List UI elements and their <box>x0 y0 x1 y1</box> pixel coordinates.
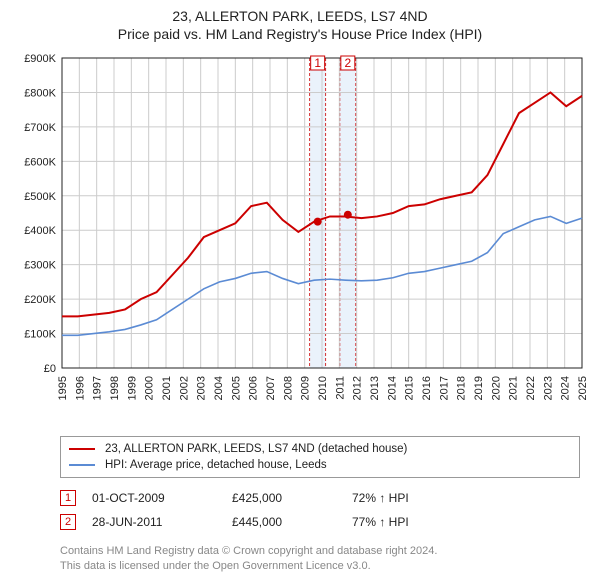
chart-svg: £0 £100K £200K £300K £400K £500K £600K £700K £80… <box>12 50 588 430</box>
svg-text:2010: 2010 <box>317 376 329 400</box>
price-chart: £0 £100K £200K £300K £400K £500K £600K £700K £80… <box>12 50 588 430</box>
svg-text:£100K: £100K <box>24 329 56 341</box>
svg-text:2017: 2017 <box>438 376 450 400</box>
svg-text:2025: 2025 <box>577 376 588 400</box>
svg-text:£300K: £300K <box>24 260 56 272</box>
svg-text:£900K: £900K <box>24 53 56 65</box>
sale-date: 01-OCT-2009 <box>92 491 232 505</box>
svg-text:£200K: £200K <box>24 294 56 306</box>
svg-text:1998: 1998 <box>109 376 121 400</box>
legend-item: HPI: Average price, detached house, Leed… <box>69 457 571 473</box>
svg-text:2001: 2001 <box>161 376 173 400</box>
sale-marker: 2 <box>60 514 76 530</box>
svg-text:1: 1 <box>314 56 321 70</box>
svg-text:2008: 2008 <box>282 376 294 400</box>
sale-row: 1 01-OCT-2009£425,00072% ↑ HPI <box>60 486 580 510</box>
svg-text:£800K: £800K <box>24 87 56 99</box>
sale-price: £425,000 <box>232 491 352 505</box>
svg-text:1996: 1996 <box>74 376 86 400</box>
svg-text:2003: 2003 <box>196 376 208 400</box>
legend-label: HPI: Average price, detached house, Leed… <box>105 459 327 471</box>
svg-text:£0: £0 <box>44 363 56 375</box>
legend-swatch <box>69 464 95 466</box>
chart-title-sub: Price paid vs. HM Land Registry's House … <box>12 26 588 42</box>
svg-text:£700K: £700K <box>24 122 56 134</box>
svg-text:1995: 1995 <box>57 376 69 400</box>
sale-hpi: 77% ↑ HPI <box>352 515 409 529</box>
sale-hpi: 72% ↑ HPI <box>352 491 409 505</box>
svg-text:2021: 2021 <box>508 376 520 400</box>
svg-text:£600K: £600K <box>24 156 56 168</box>
svg-text:2015: 2015 <box>404 376 416 400</box>
svg-text:1997: 1997 <box>92 376 104 400</box>
svg-text:2: 2 <box>344 56 351 70</box>
legend-swatch <box>69 448 95 450</box>
svg-text:2005: 2005 <box>230 376 242 400</box>
svg-text:£400K: £400K <box>24 225 56 237</box>
svg-text:2022: 2022 <box>525 376 537 400</box>
sale-marker: 1 <box>60 490 76 506</box>
svg-text:2000: 2000 <box>144 376 156 400</box>
svg-text:£500K: £500K <box>24 191 56 203</box>
footer-line1: Contains HM Land Registry data © Crown c… <box>60 544 580 559</box>
svg-text:2006: 2006 <box>248 376 260 400</box>
svg-text:2011: 2011 <box>334 376 346 400</box>
svg-text:2016: 2016 <box>421 376 433 400</box>
sale-date: 28-JUN-2011 <box>92 515 232 529</box>
svg-text:2024: 2024 <box>560 376 572 400</box>
legend: 23, ALLERTON PARK, LEEDS, LS7 4ND (detac… <box>60 436 580 478</box>
sales-list: 1 01-OCT-2009£425,00072% ↑ HPI 2 28-JUN-201… <box>60 486 580 534</box>
svg-text:2012: 2012 <box>352 376 364 400</box>
svg-text:2002: 2002 <box>178 376 190 400</box>
footer-attribution: Contains HM Land Registry data © Crown c… <box>60 544 580 574</box>
svg-text:2009: 2009 <box>300 376 312 400</box>
legend-item: 23, ALLERTON PARK, LEEDS, LS7 4ND (detac… <box>69 441 571 457</box>
svg-text:2007: 2007 <box>265 376 277 400</box>
svg-text:2018: 2018 <box>456 376 468 400</box>
svg-text:2019: 2019 <box>473 376 485 400</box>
sale-price: £445,000 <box>232 515 352 529</box>
svg-text:2004: 2004 <box>213 376 225 400</box>
svg-text:1999: 1999 <box>126 376 138 400</box>
svg-text:2014: 2014 <box>386 376 398 400</box>
chart-title-address: 23, ALLERTON PARK, LEEDS, LS7 4ND <box>12 8 588 24</box>
footer-line2: This data is licensed under the Open Gov… <box>60 559 580 574</box>
legend-label: 23, ALLERTON PARK, LEEDS, LS7 4ND (detac… <box>105 443 407 455</box>
svg-text:2020: 2020 <box>490 376 502 400</box>
svg-text:2023: 2023 <box>542 376 554 400</box>
svg-text:2013: 2013 <box>369 376 381 400</box>
sale-row: 2 28-JUN-2011£445,00077% ↑ HPI <box>60 510 580 534</box>
